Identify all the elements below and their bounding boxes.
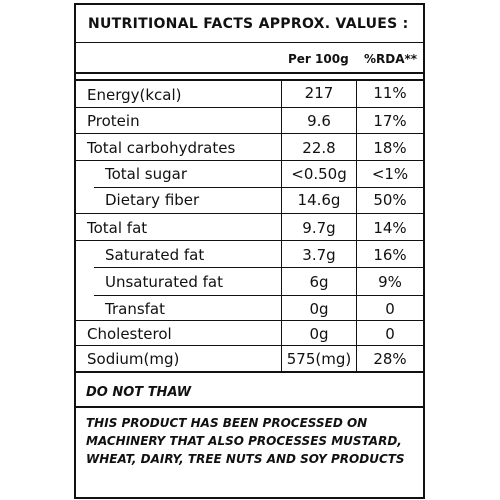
nutrient-value: 575(mg) (286, 350, 352, 368)
nutrient-rda: 28% (373, 350, 407, 368)
divider (94, 295, 425, 296)
nutrient-rda: 0 (385, 300, 395, 318)
nutrient-name: Unsaturated fat (105, 273, 223, 291)
nutrient-value: 3.7g (302, 246, 336, 264)
divider (74, 406, 425, 408)
nutrient-value: 9.6 (307, 112, 331, 130)
nutrient-value: 9.7g (302, 219, 336, 237)
nutrient-rda: 14% (373, 219, 407, 237)
nutrient-rda: 18% (373, 139, 407, 157)
storage-note: DO NOT THAW (86, 385, 192, 400)
nutrient-rda: 11% (373, 84, 407, 102)
divider (74, 42, 425, 43)
nutrient-name: Energy(kcal) (87, 86, 182, 104)
column-header-per100g: Per 100g (288, 52, 349, 66)
nutrient-name: Protein (87, 112, 140, 130)
divider (74, 72, 425, 74)
nutrition-label (74, 3, 425, 499)
nutrient-name: Saturated fat (105, 246, 205, 264)
divider (74, 213, 425, 214)
nutrient-value: 14.6g (297, 191, 341, 209)
nutrient-value: 217 (304, 84, 334, 102)
nutrient-name: Total sugar (105, 165, 188, 183)
nutrient-name: Total carbohydrates (87, 139, 236, 157)
nutrient-name: Transfat (105, 300, 165, 318)
nutrient-name: Sodium(mg) (87, 350, 180, 368)
nutrient-value: 0g (309, 325, 329, 343)
divider (74, 240, 425, 241)
nutrient-name: Dietary fiber (105, 191, 200, 209)
divider (74, 345, 425, 346)
column-divider (356, 79, 357, 372)
nutrient-name: Cholesterol (87, 325, 172, 343)
nutrient-rda: 17% (373, 112, 407, 130)
nutrient-rda: 50% (373, 191, 407, 209)
divider (94, 187, 425, 188)
nutrient-rda: <1% (371, 165, 409, 183)
nutrient-value: 6g (309, 273, 329, 291)
nutrient-value: 22.8 (302, 139, 336, 157)
divider (74, 371, 425, 373)
divider (74, 320, 425, 321)
allergen-statement: THIS PRODUCT HAS BEEN PROCESSED ON MACHI… (86, 416, 405, 466)
nutrient-value: 0g (309, 300, 329, 318)
column-header-rda: %RDA** (364, 52, 418, 66)
column-divider (281, 79, 282, 372)
divider (74, 133, 425, 134)
nutrient-rda: 16% (373, 246, 407, 264)
divider (74, 160, 425, 161)
divider (94, 267, 425, 268)
divider (74, 107, 425, 108)
nutrient-rda: 0 (385, 325, 395, 343)
label-title: NUTRITIONAL FACTS APPROX. VALUES : (88, 16, 409, 32)
divider (74, 79, 425, 81)
nutrient-name: Total fat (87, 219, 148, 237)
nutrient-rda: 9% (378, 273, 402, 291)
nutrient-value: <0.50g (291, 165, 347, 183)
